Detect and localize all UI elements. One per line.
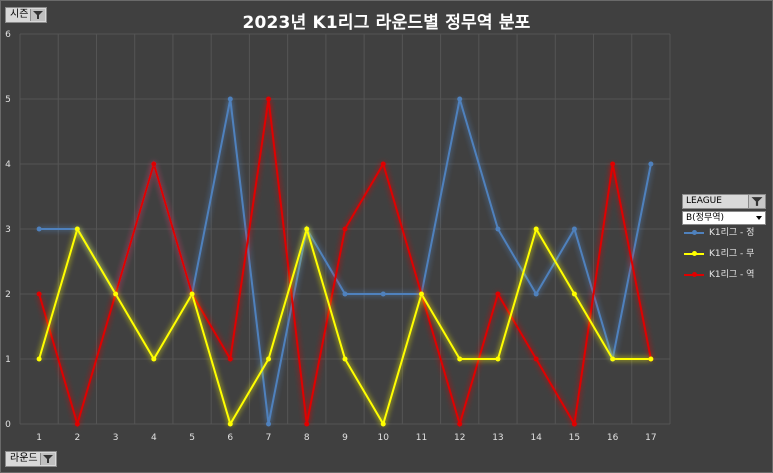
legend-label: K1리그 - 역	[709, 270, 755, 280]
x-tick-label: 17	[645, 433, 656, 443]
y-tick-label: 1	[5, 355, 11, 365]
legend-filter-button[interactable]: LEAGUE	[682, 194, 766, 209]
data-point[interactable]	[457, 356, 463, 362]
data-point[interactable]	[304, 226, 310, 232]
y-tick-label: 6	[5, 30, 11, 40]
legend-label: K1리그 - 정	[709, 228, 755, 238]
chevron-down-icon	[756, 216, 762, 220]
y-tick-label: 4	[5, 160, 11, 170]
data-point[interactable]	[571, 421, 577, 427]
data-point[interactable]	[113, 291, 119, 297]
data-point[interactable]	[36, 291, 42, 297]
x-tick-label: 1	[36, 433, 42, 443]
legend-selected-value: B(정무역)	[686, 213, 725, 223]
round-filter-button[interactable]: 라운드	[5, 451, 57, 467]
y-tick-label: 5	[5, 95, 11, 105]
data-point[interactable]	[266, 356, 272, 362]
data-point[interactable]	[648, 356, 654, 362]
x-tick-label: 9	[342, 433, 348, 443]
x-tick-label: 5	[189, 433, 195, 443]
legend-marker	[692, 272, 697, 277]
series-line	[39, 98, 652, 425]
y-tick-label: 0	[5, 420, 11, 430]
x-tick-label: 3	[113, 433, 119, 443]
x-tick-label: 10	[378, 433, 390, 443]
x-tick-label: 11	[416, 433, 427, 443]
data-point[interactable]	[342, 291, 348, 297]
data-point[interactable]	[227, 96, 233, 102]
season-filter-label: 시즌	[10, 9, 29, 20]
legend-header-label: LEAGUE	[686, 196, 722, 206]
legend: LEAGUE B(정무역) K1리그 - 정 K1리그 - 무 K1리그 - 역	[682, 194, 766, 280]
data-point[interactable]	[36, 226, 42, 232]
x-tick-label: 4	[151, 433, 157, 443]
data-point[interactable]	[227, 356, 233, 362]
x-tick-label: 15	[569, 433, 580, 443]
data-point[interactable]	[495, 291, 501, 297]
data-point[interactable]	[151, 356, 157, 362]
data-point[interactable]	[304, 421, 310, 427]
data-point[interactable]	[457, 96, 463, 102]
data-point[interactable]	[610, 356, 616, 362]
legend-marker	[692, 230, 697, 235]
filter-icon	[748, 195, 765, 208]
data-point[interactable]	[74, 226, 80, 232]
data-point[interactable]	[533, 291, 539, 297]
chart-title: 2023년 K1리그 라운드별 정무역 분포	[242, 13, 531, 33]
series-line	[38, 98, 652, 428]
data-point[interactable]	[189, 291, 195, 297]
x-tick-label: 16	[607, 433, 619, 443]
data-point[interactable]	[151, 161, 157, 167]
x-tick-label: 2	[74, 433, 80, 443]
x-tick-label: 8	[304, 433, 310, 443]
data-point[interactable]	[36, 356, 42, 362]
data-point[interactable]	[266, 96, 272, 102]
data-point[interactable]	[648, 161, 654, 167]
filter-icon	[39, 453, 55, 465]
data-point[interactable]	[380, 291, 386, 297]
data-point[interactable]	[342, 356, 348, 362]
x-tick-label: 7	[266, 433, 272, 443]
round-filter-label: 라운드	[10, 453, 38, 464]
x-tick-label: 6	[227, 433, 233, 443]
x-tick-label: 12	[454, 433, 465, 443]
legend-select[interactable]: B(정무역)	[682, 211, 766, 225]
season-filter-button[interactable]: 시즌	[5, 7, 48, 23]
series-line	[38, 225, 651, 427]
data-point[interactable]	[495, 356, 501, 362]
data-point[interactable]	[571, 291, 577, 297]
data-point[interactable]	[495, 226, 501, 232]
data-point[interactable]	[418, 291, 424, 297]
data-point[interactable]	[571, 226, 577, 232]
data-point[interactable]	[380, 421, 386, 427]
y-tick-label: 3	[5, 225, 11, 235]
y-tick-label: 2	[5, 290, 11, 300]
legend-marker	[692, 251, 697, 256]
x-tick-label: 14	[530, 433, 542, 443]
data-point[interactable]	[342, 226, 348, 232]
data-point[interactable]	[610, 161, 616, 167]
data-point[interactable]	[74, 421, 80, 427]
x-tick-label: 13	[492, 433, 503, 443]
data-point[interactable]	[457, 421, 463, 427]
data-point[interactable]	[380, 161, 386, 167]
data-point[interactable]	[533, 356, 539, 362]
data-point[interactable]	[533, 226, 539, 232]
data-point[interactable]	[227, 421, 233, 427]
legend-label: K1리그 - 무	[709, 249, 755, 259]
filter-icon	[30, 9, 46, 21]
data-point[interactable]	[266, 421, 272, 427]
